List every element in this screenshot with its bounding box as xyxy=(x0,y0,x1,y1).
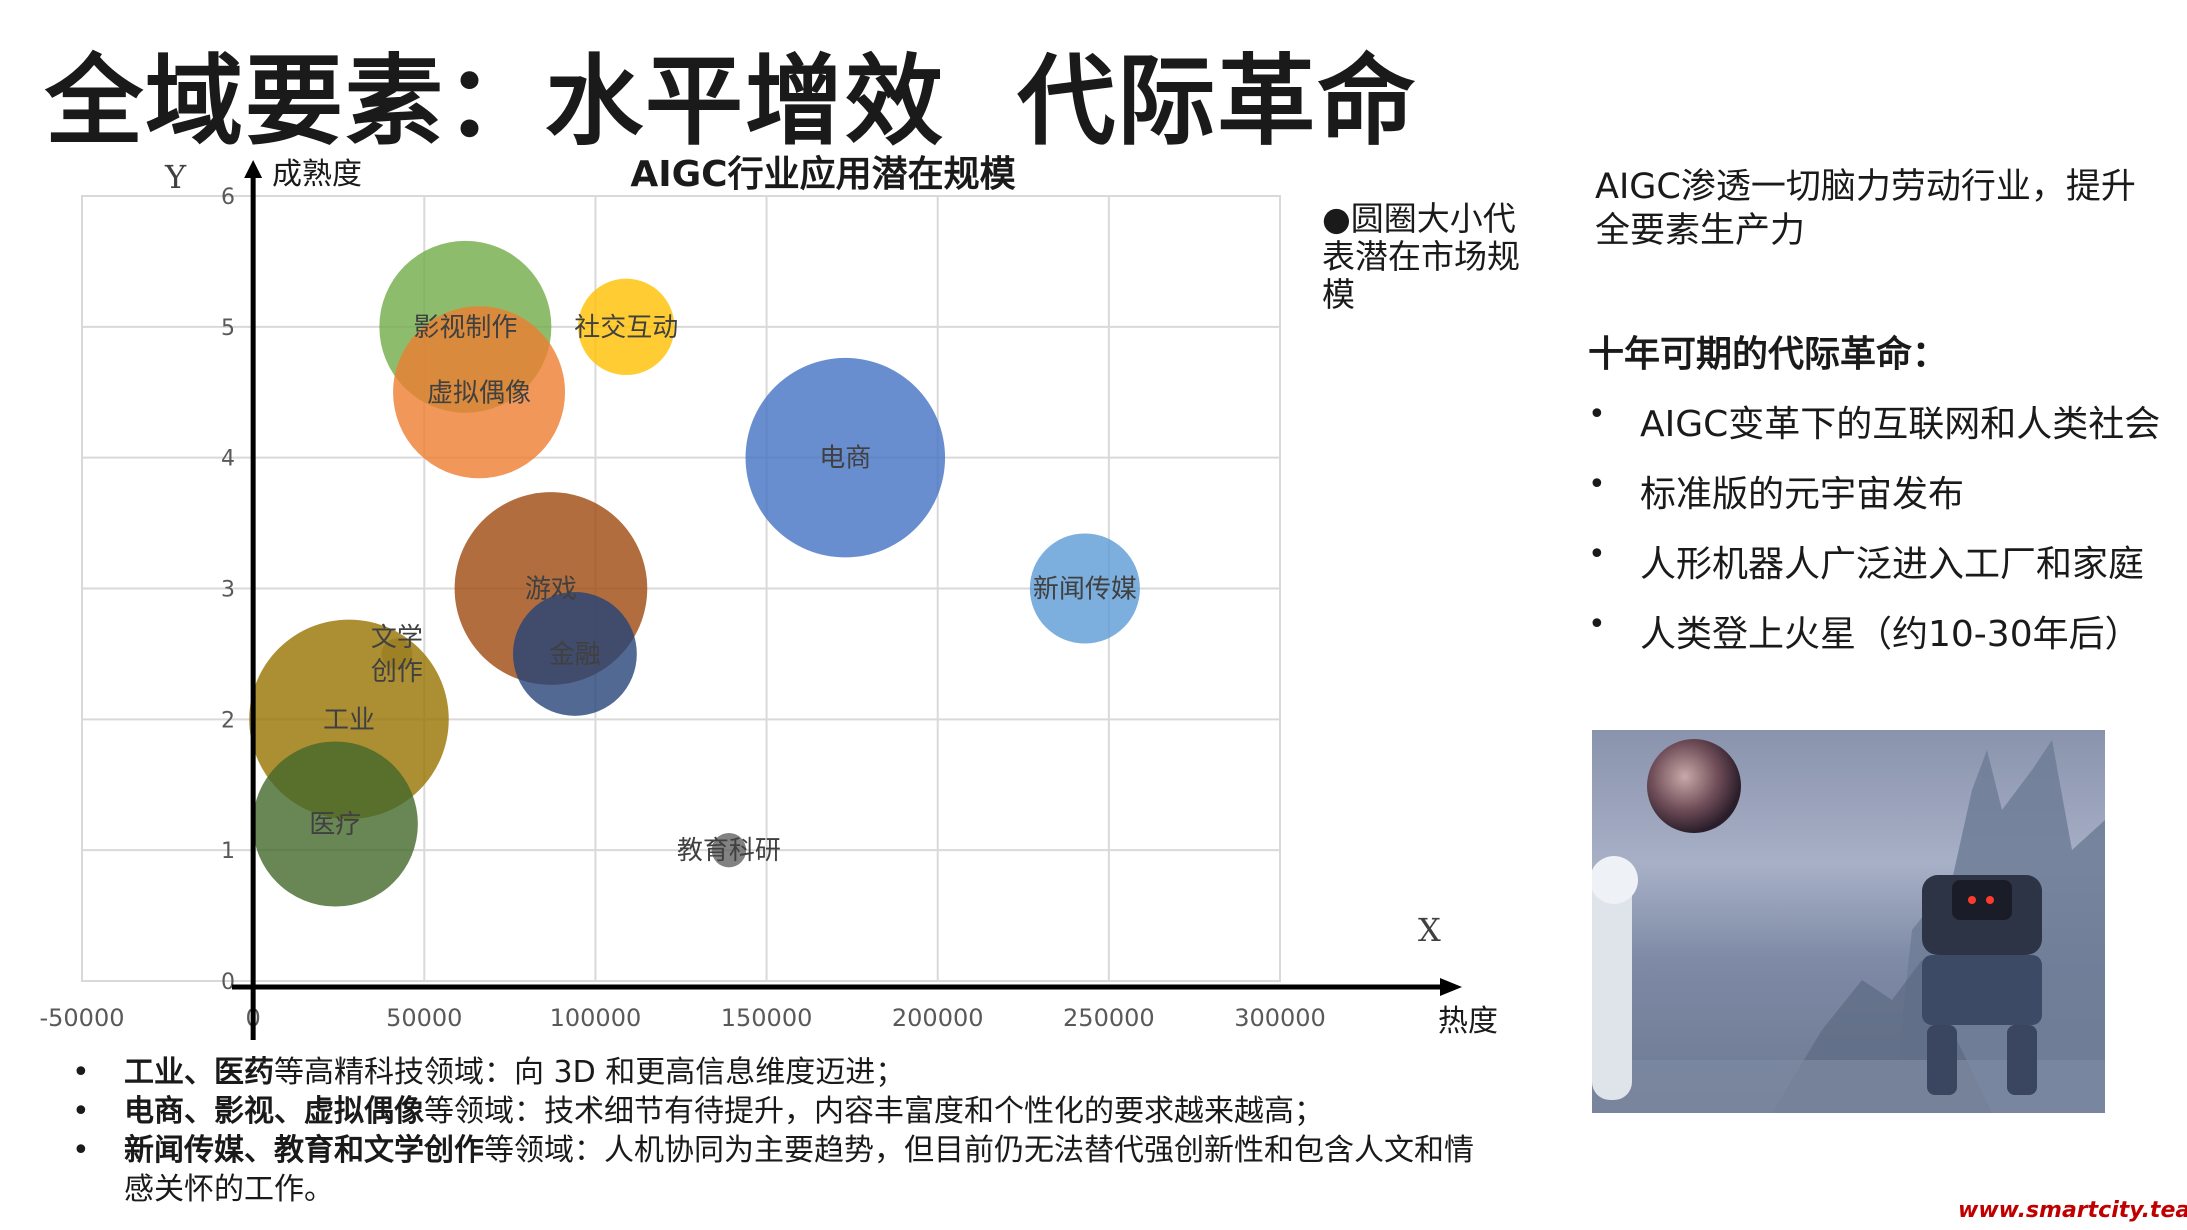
bubble-label: 游戏 xyxy=(525,575,577,605)
robot-mars-illustration xyxy=(1592,730,2105,1113)
chart-title: AIGC行业应用潜在规模 xyxy=(630,154,1015,195)
revolution-heading: 十年可期的代际革命： xyxy=(1588,334,1949,375)
y-tick-label: 5 xyxy=(221,316,235,341)
bubble xyxy=(578,278,675,375)
bullet-icon: • xyxy=(72,1133,90,1168)
y-tick-label: 0 xyxy=(221,970,235,995)
x-axis-label: 热度 xyxy=(1438,1004,1498,1039)
bullet-icon: • xyxy=(1588,397,1606,432)
x-tick-label: 50000 xyxy=(386,1004,462,1032)
y-tick-label: 3 xyxy=(221,578,235,603)
bullet-icon: • xyxy=(72,1094,90,1129)
bubble-label: 金融 xyxy=(549,640,601,670)
intro-text: AIGC渗透一切脑力劳动行业，提升全要素生产力 xyxy=(1595,167,2136,251)
y-axis-letter: Y xyxy=(164,158,187,196)
bubble-label: 工业 xyxy=(323,705,375,735)
bullet-icon: • xyxy=(1588,537,1606,572)
y-axis-arrow-icon xyxy=(244,160,263,178)
x-tick-label: 150000 xyxy=(721,1004,813,1032)
bubble xyxy=(1029,533,1140,644)
bottom-notes: • 工业、医药等高精科技领域：向 3D 和更高信息维度迈进； • 电商、影视、虚拟偶… xyxy=(72,1053,1492,1209)
y-tick-label: 2 xyxy=(221,708,235,733)
y-axis-label: 成熟度 xyxy=(272,157,362,192)
x-axis-letter: X xyxy=(1418,911,1441,949)
x-tick-label: -50000 xyxy=(39,1004,124,1032)
revolution-list: • AIGC变革下的互联网和人类社会 • 标准版的元宇宙发布 • 人形机器人广泛进入工… xyxy=(1588,395,2160,675)
bubble xyxy=(393,306,566,479)
x-axis-arrow-icon xyxy=(1440,978,1462,996)
bubble xyxy=(512,591,637,716)
bullet-icon: • xyxy=(1588,607,1606,642)
bubble-label: 影视制作 xyxy=(413,313,517,343)
list-item: • 人形机器人广泛进入工厂和家庭 xyxy=(1588,537,2145,585)
list-item: • 新闻传媒、教育和文学创作等领域：人机协同为主要趋势，但目前仍无法替代强创新性和… xyxy=(72,1133,1474,1207)
bullet-icon: • xyxy=(72,1055,90,1090)
bubble xyxy=(252,741,418,907)
bubble-size-note: ●圆圈大小代表潜在市场规模 xyxy=(1322,199,1520,314)
bubble-label: 文学创作 xyxy=(371,623,423,687)
list-item: • 工业、医药等高精科技领域：向 3D 和更高信息维度迈进； xyxy=(72,1055,906,1090)
bubble-label: 社交互动 xyxy=(574,313,678,343)
bubble-label: 医疗 xyxy=(309,810,361,840)
x-tick-label: 300000 xyxy=(1234,1004,1326,1032)
bubble-label: 电商 xyxy=(819,444,871,474)
list-item: • 电商、影视、虚拟偶像等领域：技术细节有待提升，内容丰富度和个性化的要求越来越高… xyxy=(72,1094,1324,1129)
y-tick-label: 1 xyxy=(221,839,235,864)
y-tick-label: 6 xyxy=(221,185,235,210)
bubble xyxy=(745,357,946,558)
list-item: • 标准版的元宇宙发布 xyxy=(1588,467,1965,515)
y-tick-label: 4 xyxy=(221,447,235,472)
list-item: • 人类登上火星（约10-30年后） xyxy=(1588,607,2141,655)
bubble-label: 新闻传媒 xyxy=(1033,575,1137,605)
slide-title: 全域要素：水平增效 代际革命 xyxy=(45,45,1418,159)
x-tick-label: 100000 xyxy=(550,1004,642,1032)
bubble-label: 虚拟偶像 xyxy=(427,378,531,408)
bubble-label: 教育科研 xyxy=(677,836,781,866)
watermark: www.smartcity.team xyxy=(1958,1198,2187,1223)
x-tick-label: 200000 xyxy=(892,1004,984,1032)
list-item: • AIGC变革下的互联网和人类社会 xyxy=(1588,397,2161,445)
x-tick-label: 250000 xyxy=(1063,1004,1155,1032)
bubble xyxy=(711,832,747,868)
bullet-icon: • xyxy=(1588,467,1606,502)
